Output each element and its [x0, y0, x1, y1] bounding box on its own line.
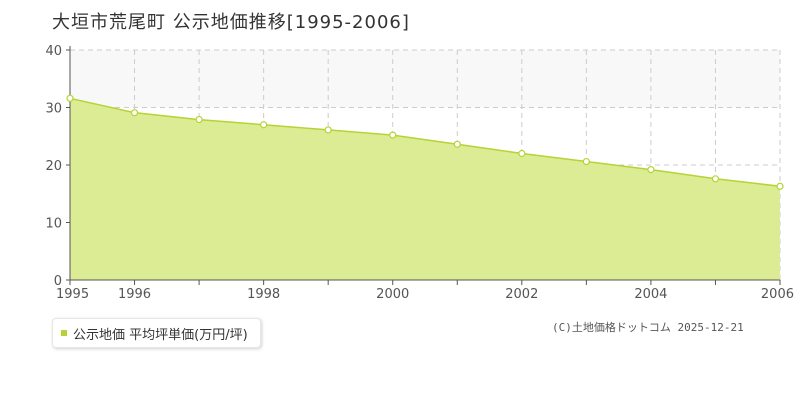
- legend-marker: [61, 330, 67, 336]
- y-axis-ticks: 0 10 20 30 40: [45, 44, 70, 289]
- data-point: [195, 115, 203, 124]
- data-point: [582, 157, 590, 166]
- data-point: [324, 126, 332, 134]
- x-tick-label: 1995: [56, 287, 89, 302]
- x-tick-label: 2006: [761, 287, 794, 302]
- data-point: [776, 182, 784, 190]
- data-point: [130, 109, 139, 117]
- area-layer: [69, 97, 781, 280]
- x-tick-label: 2002: [505, 287, 538, 302]
- data-point: [260, 121, 268, 129]
- legend: 公示地価 平均坪単価(万円/坪): [52, 318, 261, 348]
- data-point: [711, 175, 720, 183]
- series-area: [70, 98, 780, 280]
- x-axis-ticks: 1995 1996 1998 2000 2002 2004 2006: [56, 280, 794, 302]
- copyright-credit: (C)土地価格ドットコム 2025-12-21: [552, 321, 744, 334]
- x-tick-label: 2000: [376, 287, 409, 302]
- y-tick-label: 10: [45, 217, 62, 232]
- x-tick-label: 1998: [247, 287, 280, 302]
- x-tick-label: 1996: [118, 287, 151, 302]
- y-tick-label: 20: [45, 159, 62, 174]
- data-point: [453, 140, 461, 148]
- y-tick-label: 40: [45, 44, 62, 59]
- axes: [69, 46, 780, 281]
- data-point: [518, 149, 526, 158]
- y-tick-label: 0: [54, 274, 62, 289]
- data-point: [66, 94, 74, 102]
- y-tick-label: 30: [45, 102, 62, 117]
- price-area-chart: 0 10 20 30 40 1995 1996 1998 2000 2002 2004 2006: [45, 44, 794, 302]
- plot-background: [70, 50, 780, 108]
- data-points: [66, 94, 784, 190]
- legend-label: 公示地価 平均坪単価(万円/坪): [73, 327, 248, 343]
- upper-band: [70, 50, 780, 108]
- chart-title: 大垣市荒尾町 公示地価推移[1995-2006]: [52, 12, 410, 33]
- series-line: [69, 97, 781, 188]
- x-tick-label: 2004: [634, 287, 667, 302]
- data-point: [389, 131, 397, 139]
- data-point: [647, 166, 655, 174]
